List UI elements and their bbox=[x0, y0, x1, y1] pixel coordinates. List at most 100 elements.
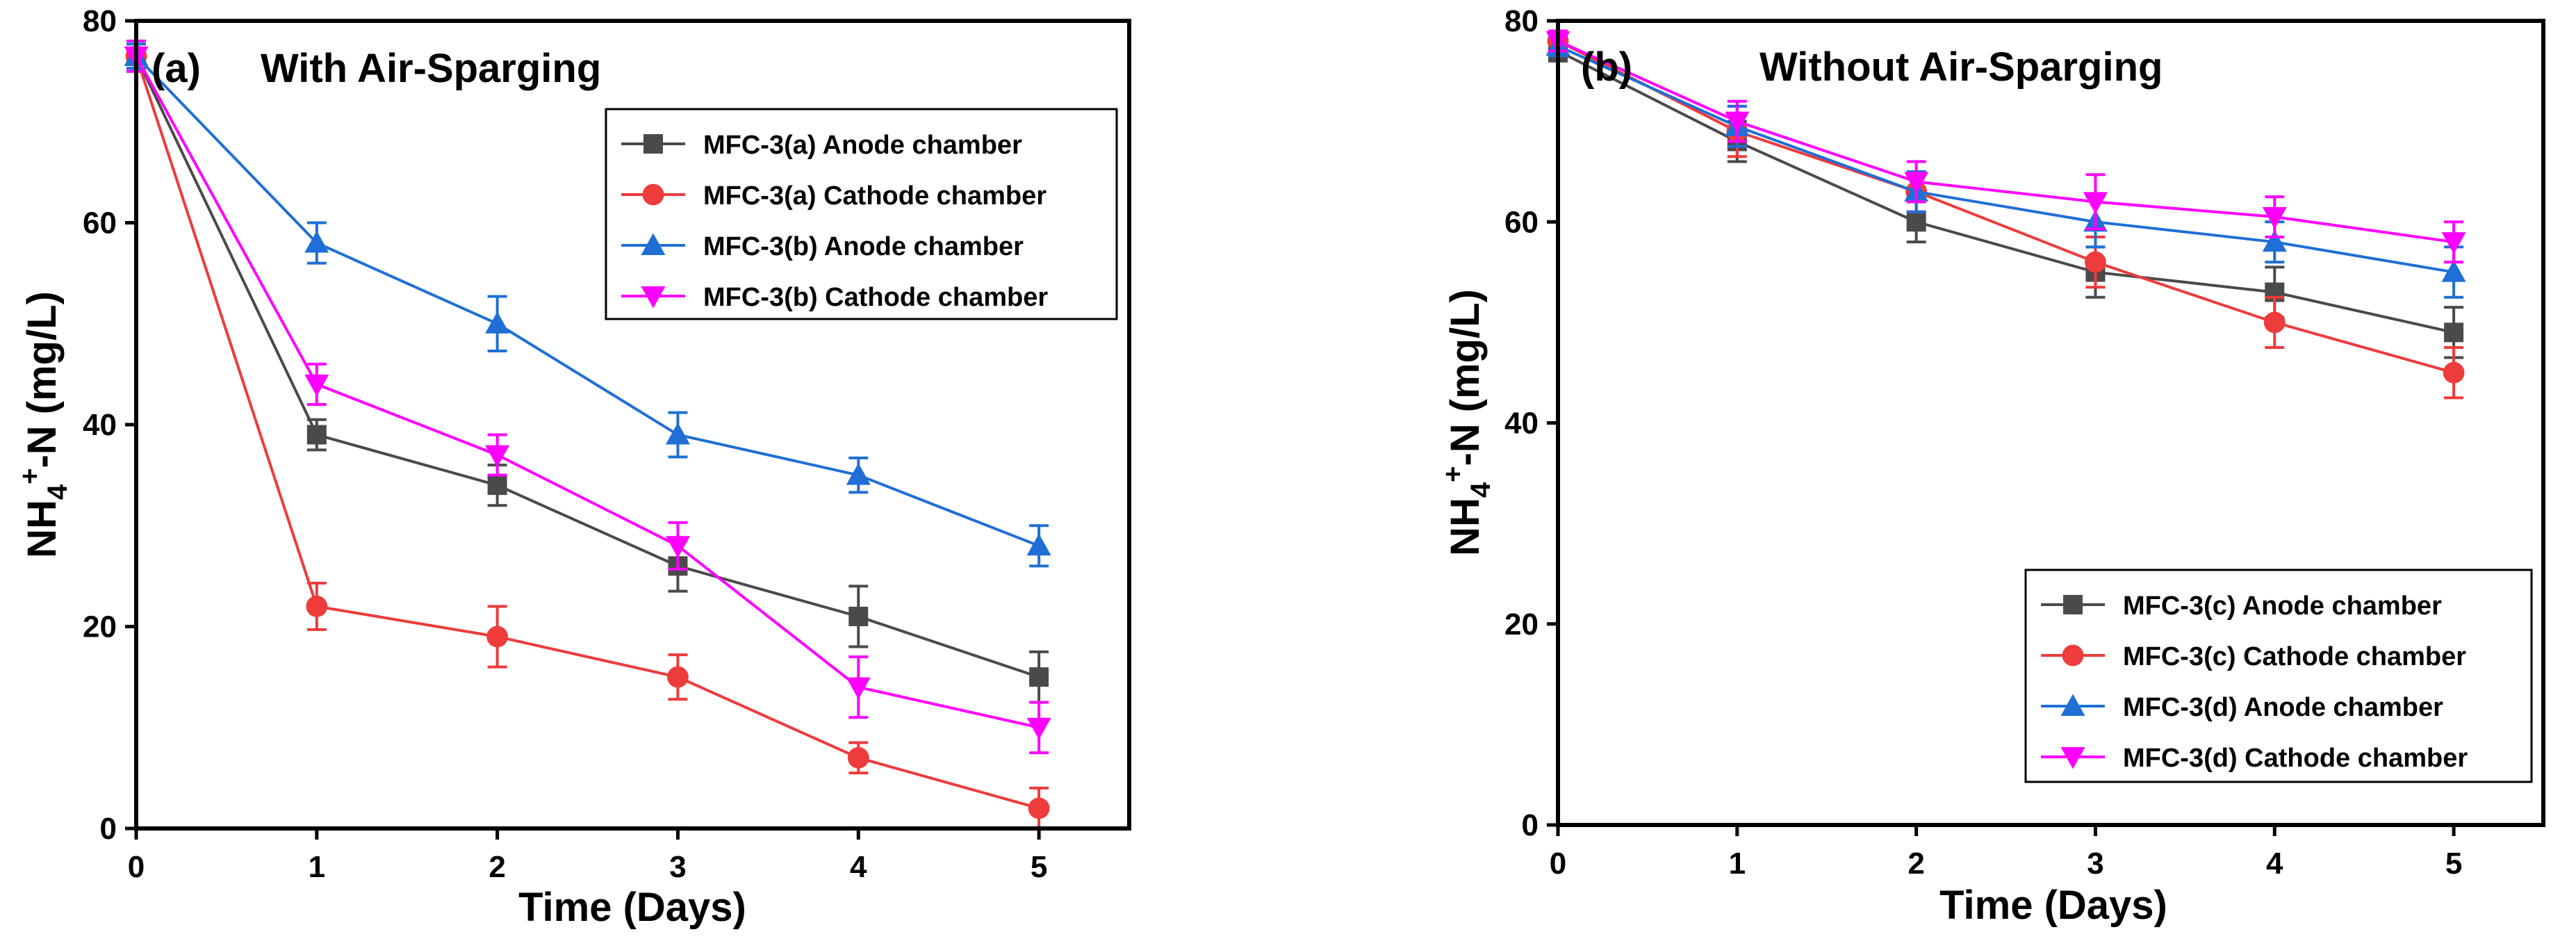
legend-a: MFC-3(a) Anode chamber MFC-3(a) Cathode c… bbox=[605, 108, 1118, 320]
data-point bbox=[304, 231, 329, 253]
data-point bbox=[2441, 260, 2466, 282]
y-tick-label: 40 bbox=[83, 408, 117, 442]
legend-label: MFC-3(c) Anode chamber bbox=[2123, 591, 2442, 621]
legend-label: MFC-3(a) Anode chamber bbox=[703, 131, 1022, 160]
legend-marker bbox=[2062, 644, 2084, 667]
series-line bbox=[135, 55, 1040, 729]
data-point bbox=[1026, 717, 1051, 740]
svg-text:NH4+-N (mg/L): NH4+-N (mg/L) bbox=[15, 291, 73, 558]
legend-entry: MFC-3(c) Cathode chamber bbox=[2041, 642, 2466, 671]
panel-label-a: (a) bbox=[151, 46, 201, 91]
y-tick-label: 80 bbox=[1504, 4, 1539, 38]
panel-label-b: (b) bbox=[1581, 44, 1632, 90]
series-line bbox=[1557, 44, 2454, 274]
y-axis-title-base-a: NH bbox=[19, 500, 65, 558]
legend-marker bbox=[2060, 747, 2085, 769]
legend-marker bbox=[642, 183, 664, 206]
data-point bbox=[2083, 192, 2108, 214]
chart-panel-a: 0 1 2 3 4 5 0 20 40 60 80 (a) With Air-Sparging Ti… bbox=[15, 4, 1131, 930]
data-point bbox=[667, 666, 689, 688]
legend-entry: MFC-3(b) Cathode chamber bbox=[621, 283, 1048, 312]
data-point bbox=[306, 425, 327, 445]
data-point bbox=[1029, 667, 1049, 687]
legend-entry: MFC-3(d) Anode chamber bbox=[2041, 693, 2443, 722]
legend-marker bbox=[641, 286, 666, 309]
x-tick-label: 3 bbox=[2087, 847, 2103, 881]
series-line bbox=[135, 56, 1040, 810]
y-tick-label: 40 bbox=[1504, 407, 1539, 441]
data-point bbox=[1906, 212, 1926, 232]
legend-frame-a bbox=[605, 108, 1118, 320]
x-tick-label: 2 bbox=[489, 850, 505, 884]
y-tick-label: 20 bbox=[1504, 607, 1539, 641]
data-point bbox=[2262, 229, 2287, 252]
series-line bbox=[1557, 40, 2454, 244]
y-axis-title-sub-a: 4 bbox=[42, 484, 73, 500]
y-tick-label: 20 bbox=[83, 610, 117, 644]
legend-label: MFC-3(a) Cathode chamber bbox=[703, 181, 1047, 211]
y-tick-label: 0 bbox=[1522, 808, 1539, 842]
data-point bbox=[2443, 361, 2465, 384]
y-axis-title-base-b: NH bbox=[1443, 498, 1488, 556]
data-point bbox=[846, 463, 871, 485]
x-tick-label: 4 bbox=[2266, 847, 2283, 881]
y-axis-title-sub-b: 4 bbox=[1466, 482, 1496, 498]
data-point bbox=[486, 626, 509, 648]
legend-label: MFC-3(b) Cathode chamber bbox=[703, 283, 1048, 312]
x-tick-label: 0 bbox=[128, 850, 145, 884]
data-point bbox=[2262, 207, 2287, 229]
legend-marker bbox=[2063, 595, 2083, 614]
data-point bbox=[2263, 311, 2286, 334]
data-point bbox=[2441, 232, 2466, 254]
legend-b: MFC-3(c) Anode chamber MFC-3(c) Cathode c… bbox=[2024, 569, 2533, 783]
legend-label: MFC-3(b) Anode chamber bbox=[703, 232, 1024, 261]
x-tick-label: 4 bbox=[850, 850, 867, 884]
y-tick-label: 60 bbox=[83, 206, 117, 240]
data-point bbox=[1028, 797, 1050, 819]
legend-frame-b bbox=[2024, 569, 2533, 783]
tick-marks-a: 0 1 2 3 4 5 0 20 40 60 80 bbox=[83, 4, 1047, 884]
y-axis-title-rest-a: -N (mg/L) bbox=[19, 291, 65, 468]
data-point bbox=[485, 311, 510, 334]
series-line bbox=[1557, 49, 2454, 334]
legend-label: MFC-3(d) Anode chamber bbox=[2123, 693, 2443, 722]
legend-entry: MFC-3(b) Anode chamber bbox=[621, 232, 1024, 261]
y-axis-title-a: NH4+-N (mg/L) bbox=[15, 291, 73, 558]
series-layer-a bbox=[124, 40, 1051, 830]
legend-entry: MFC-3(a) Anode chamber bbox=[621, 131, 1022, 160]
x-tick-label: 0 bbox=[1550, 847, 1566, 881]
svg-text:NH4+-N (mg/L): NH4+-N (mg/L) bbox=[1438, 289, 1496, 556]
data-point bbox=[487, 475, 507, 496]
legend-entry: MFC-3(c) Anode chamber bbox=[2041, 591, 2442, 621]
chart-panel-b: 0 1 2 3 4 5 0 20 40 60 80 (b) Without Air-Sparging… bbox=[1438, 4, 2545, 928]
x-tick-label: 1 bbox=[309, 850, 325, 884]
data-point bbox=[485, 445, 510, 468]
x-axis-title-b: Time (Days) bbox=[1939, 883, 2167, 928]
legend-label: MFC-3(d) Cathode chamber bbox=[2123, 744, 2468, 773]
legend-label: MFC-3(c) Cathode chamber bbox=[2123, 642, 2466, 671]
x-tick-label: 5 bbox=[1031, 850, 1047, 884]
data-point bbox=[846, 677, 871, 700]
data-point bbox=[304, 374, 329, 397]
data-point bbox=[665, 423, 690, 445]
data-point bbox=[1026, 533, 1051, 556]
legend-entry: MFC-3(d) Cathode chamber bbox=[2041, 744, 2468, 773]
x-tick-label: 1 bbox=[1729, 847, 1746, 881]
x-axis-title-a: Time (Days) bbox=[518, 885, 746, 930]
y-axis-title-sup-a: + bbox=[15, 468, 45, 484]
data-point bbox=[848, 606, 869, 626]
y-axis-title-b: NH4+-N (mg/L) bbox=[1438, 289, 1496, 556]
legend-entry: MFC-3(a) Cathode chamber bbox=[621, 181, 1047, 211]
x-tick-label: 3 bbox=[669, 850, 686, 884]
chart-title-a: With Air-Sparging bbox=[261, 46, 601, 91]
series-layer-b bbox=[1545, 29, 2466, 400]
y-tick-label: 60 bbox=[1504, 205, 1539, 239]
data-point bbox=[306, 596, 328, 617]
legend-marker bbox=[643, 134, 663, 154]
data-point bbox=[2444, 322, 2464, 343]
series-line bbox=[1557, 40, 2454, 375]
y-axis-title-rest-b: -N (mg/L) bbox=[1443, 289, 1488, 466]
y-axis-title-sup-b: + bbox=[1438, 466, 1468, 482]
series-a-3 bbox=[124, 40, 1051, 755]
chart-title-b: Without Air-Sparging bbox=[1759, 44, 2163, 90]
